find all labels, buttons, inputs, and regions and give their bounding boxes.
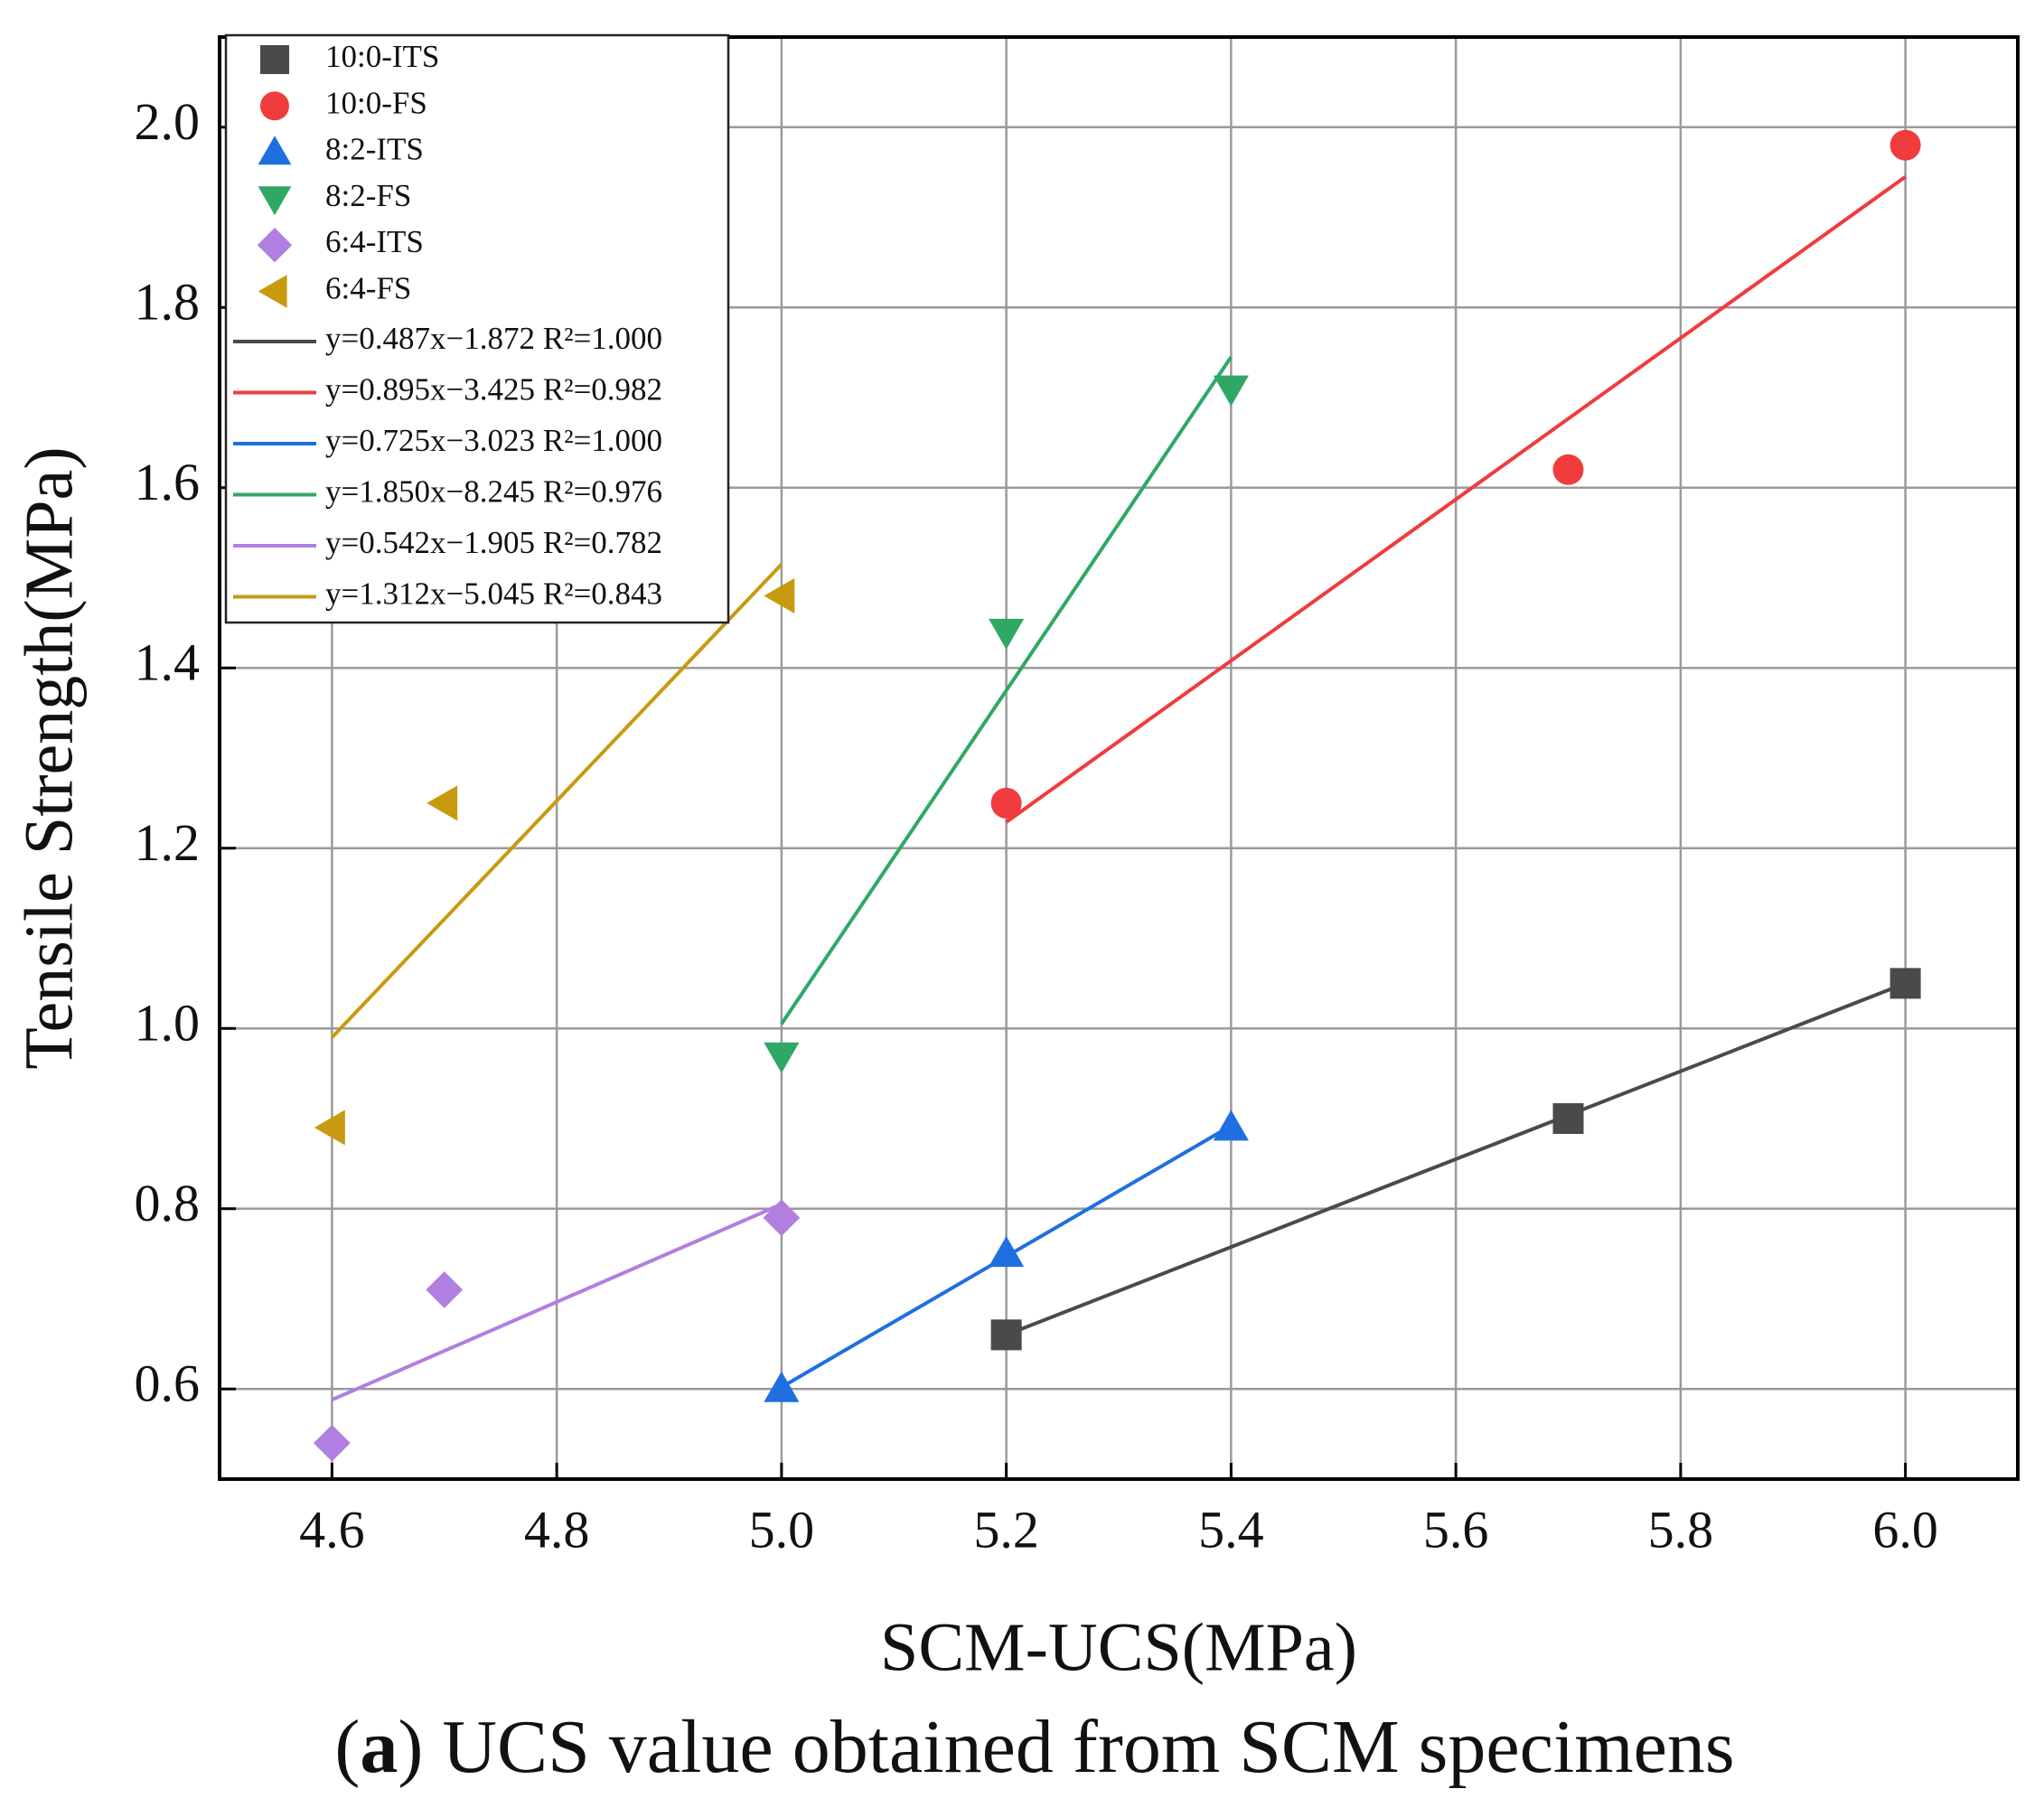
- y-tick-label: 1.4: [135, 633, 201, 692]
- grid: [220, 37, 2018, 1479]
- legend-label: 10:0-ITS: [325, 39, 439, 74]
- point: [1552, 454, 1584, 485]
- x-tick-label: 5.6: [1423, 1500, 1489, 1559]
- legend-label: y=0.542x−1.905 R²=0.782: [325, 525, 662, 560]
- point: [989, 1236, 1025, 1268]
- point: [989, 618, 1025, 650]
- x-tick-label: 5.4: [1198, 1500, 1264, 1559]
- point: [314, 1110, 345, 1146]
- point: [1889, 129, 1921, 161]
- caption-part: (: [334, 1705, 360, 1789]
- x-tick-label: 5.0: [749, 1500, 815, 1559]
- point: [764, 1042, 800, 1073]
- x-tick-label: 4.8: [524, 1500, 590, 1559]
- point: [990, 787, 1022, 819]
- x-tick-label: 6.0: [1872, 1500, 1938, 1559]
- legend-label: y=0.487x−1.872 R²=1.000: [325, 321, 662, 356]
- point: [764, 1371, 800, 1402]
- legend-marker: [258, 136, 292, 165]
- y-tick-label: 1.8: [135, 273, 201, 332]
- legend-marker: [258, 186, 292, 216]
- point: [1213, 1110, 1249, 1141]
- legend-label: 6:4-ITS: [325, 224, 424, 259]
- legend-marker: [260, 45, 289, 74]
- plot-frame: [218, 35, 2020, 1481]
- legend-label: 6:4-FS: [325, 271, 411, 306]
- point: [313, 1424, 351, 1462]
- fit-line: [331, 1202, 783, 1402]
- x-tick-label: 4.6: [299, 1500, 365, 1559]
- legend-label: 8:2-ITS: [325, 132, 424, 167]
- legend-box: [224, 33, 730, 624]
- point: [990, 1319, 1022, 1351]
- point: [1552, 1103, 1584, 1134]
- point: [764, 577, 795, 613]
- x-axis-title: SCM-UCS(MPa): [880, 1609, 1357, 1685]
- y-tick-label: 2.0: [135, 92, 201, 151]
- legend-label: 8:2-FS: [325, 178, 411, 213]
- legend-label: y=1.850x−8.245 R²=0.976: [325, 474, 662, 510]
- legend-label: y=0.725x−3.023 R²=1.000: [325, 423, 662, 458]
- fit-line: [1005, 174, 1907, 824]
- fit-line: [1005, 981, 1907, 1337]
- point: [426, 1271, 464, 1308]
- legend-label: 10:0-FS: [325, 85, 427, 120]
- fit-line: [330, 563, 783, 1039]
- legend-label: y=0.895x−3.425 R²=0.982: [325, 372, 662, 407]
- point: [1889, 968, 1921, 999]
- y-axis-title: Tensile Strength(MPa): [11, 446, 87, 1069]
- y-tick-label: 0.6: [135, 1354, 201, 1413]
- fit-line: [780, 355, 1233, 1026]
- point: [763, 1199, 801, 1237]
- y-tick-label: 1.2: [135, 813, 201, 872]
- caption-part: a: [360, 1705, 398, 1789]
- y-tick-label: 0.8: [135, 1174, 201, 1232]
- x-tick-label: 5.8: [1648, 1500, 1714, 1559]
- legend: 10:0-ITS 10:0-FS 8:2-ITS 8:2-FS 6:4-ITS 6:4-F…: [224, 33, 730, 624]
- legend-label: y=1.312x−5.045 R²=0.843: [325, 576, 662, 612]
- legend-marker: [260, 91, 289, 121]
- point: [427, 785, 458, 821]
- caption-part: ) UCS value obtained from SCM specimens: [398, 1705, 1734, 1789]
- legend-marker: [257, 228, 293, 263]
- caption: (a) UCS value obtained from SCM specimen…: [334, 1705, 1734, 1789]
- y-tick-label: 1.6: [135, 453, 201, 511]
- point: [1213, 375, 1249, 407]
- legend-marker: [258, 275, 287, 308]
- x-tick-label: 5.2: [973, 1500, 1039, 1559]
- y-tick-label: 1.0: [135, 994, 201, 1053]
